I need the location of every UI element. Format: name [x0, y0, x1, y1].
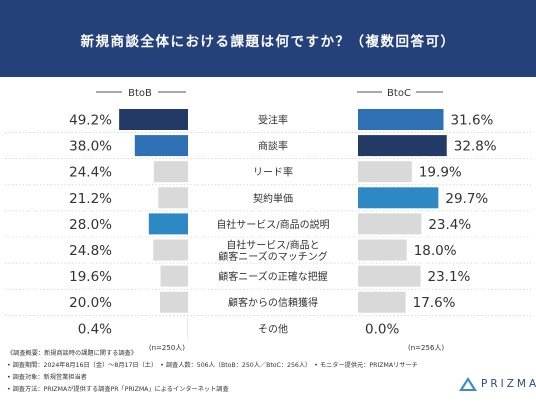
data-label-btob: 19.6% — [69, 269, 112, 285]
legend-btob: BtoB — [128, 88, 152, 99]
bar-btoc — [358, 239, 407, 261]
bar-btoc — [358, 109, 444, 130]
n-label-btoc: (n=256人) — [408, 344, 444, 352]
bar-btoc — [358, 213, 422, 235]
data-label-btoc: 17.6% — [413, 295, 456, 311]
data-label-btoc: 23.4% — [428, 217, 471, 233]
bar-btoc — [358, 161, 412, 183]
bar-btoc — [358, 187, 439, 209]
data-label-btob: 38.0% — [69, 139, 112, 155]
data-label-btob: 24.4% — [69, 165, 112, 181]
data-label-btob: 0.4% — [78, 321, 112, 337]
bar-btoc — [358, 291, 406, 313]
bar-btob — [148, 213, 188, 235]
bar-btob — [119, 109, 188, 130]
survey-note-title: 《調査概要：新規商談時の課題に関する調査》 — [7, 350, 137, 357]
category-label: 顧客ニーズのマッチング — [218, 250, 328, 263]
survey-note: • 調査対象：新規営業担当者 — [7, 374, 87, 382]
data-label-btoc: 18.0% — [414, 243, 457, 259]
data-label-btoc: 0.0% — [365, 321, 399, 337]
brand-name: PRIZMA — [481, 378, 536, 390]
n-label-btob: (n=250人) — [149, 344, 185, 352]
category-label: 自社サービス/商品と — [226, 238, 319, 251]
bar-btob — [158, 187, 188, 209]
bar-btoc — [358, 135, 447, 157]
bar-btob — [134, 135, 188, 157]
bar-btob — [160, 265, 188, 287]
bar-btob — [160, 291, 188, 313]
data-label-btob: 28.0% — [69, 217, 112, 233]
page-title: 新規商談全体における課題は何ですか？（複数回答可） — [80, 34, 456, 50]
category-label: その他 — [258, 322, 288, 335]
survey-note: • 調査方法：PRIZMAが提供する調査PR「PRIZMA」によるインターネット… — [7, 386, 229, 394]
category-label: リード率 — [253, 166, 293, 179]
data-label-btob: 49.2% — [69, 113, 112, 129]
header-banner: 新規商談全体における課題は何ですか？（複数回答可） — [0, 0, 536, 77]
data-label-btob: 24.8% — [69, 243, 112, 259]
bar-btoc — [358, 265, 421, 287]
bar-btob — [153, 239, 188, 261]
data-label-btoc: 31.6% — [451, 113, 494, 129]
data-label-btob: 20.0% — [69, 295, 112, 311]
data-label-btoc: 19.9% — [419, 165, 462, 181]
legend-btoc: BtoC — [387, 88, 411, 99]
data-label-btoc: 23.1% — [428, 269, 471, 285]
category-label: 自社サービス/商品の説明 — [216, 218, 329, 231]
bar-btob — [153, 161, 188, 183]
data-label-btoc: 29.7% — [445, 191, 488, 207]
survey-notes: 《調査概要：新規商談時の課題に関する調査》 • 調査期間：2024年8月16日（… — [7, 348, 418, 396]
survey-note: • 調査期間：2024年8月16日（金）〜8月17日（土） • 調査人数：506… — [7, 362, 418, 370]
brand-logo: PRIZMA — [459, 377, 536, 391]
prism-icon — [459, 377, 477, 391]
category-label: 受注率 — [258, 114, 288, 127]
data-label-btob: 21.2% — [69, 191, 112, 207]
category-label: 商談率 — [258, 140, 288, 153]
category-label: 顧客ニーズの正確な把握 — [218, 270, 328, 283]
bar-btob — [187, 317, 188, 339]
category-label: 顧客からの信頼獲得 — [228, 296, 318, 309]
category-label: 契約単価 — [253, 192, 293, 205]
data-label-btoc: 32.8% — [454, 139, 497, 155]
